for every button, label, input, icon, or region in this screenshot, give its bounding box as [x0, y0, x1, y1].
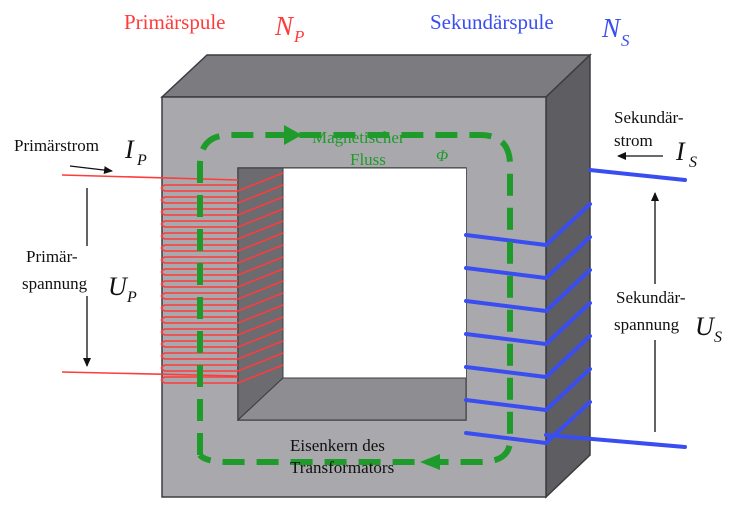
primary-voltage-label-1: Primär- — [26, 247, 78, 266]
secondary-current-label-2: strom — [614, 131, 653, 150]
flux-symbol: Φ — [436, 148, 448, 165]
primary-turns-symbol: N — [274, 11, 295, 41]
primary-coil-turn — [160, 304, 284, 324]
core-top-face — [160, 54, 592, 98]
primary-voltage-sub: P — [126, 289, 137, 306]
secondary-coil-turn — [464, 235, 592, 281]
primary-coil-turn — [160, 220, 284, 240]
secondary-coil-turn — [464, 301, 592, 347]
secondary-coil-turn — [464, 334, 592, 380]
primary-coil-turn — [160, 352, 284, 372]
core-inner-bottom-wall — [236, 377, 467, 421]
primary-voltage-symbol: U — [108, 272, 129, 301]
primary-coil-turn — [160, 316, 284, 336]
secondary-turns-sub: S — [621, 31, 630, 50]
secondary-voltage-sub: S — [714, 329, 722, 346]
secondary-coil-turn — [464, 202, 592, 248]
primary-coil-turn — [160, 196, 284, 216]
flux-path — [197, 125, 513, 470]
primary-coil-turn — [160, 280, 284, 300]
primary-coil-turn — [160, 232, 284, 252]
secondary-current-sub: S — [689, 154, 697, 171]
secondary-current-symbol: I — [675, 137, 686, 166]
secondary-lead-top — [588, 168, 687, 182]
primary-coil-label: Primärspule — [124, 10, 225, 34]
primary-coil — [61, 172, 284, 384]
core-label-2: Transformators — [290, 458, 394, 477]
primary-voltage-label-2: spannung — [22, 274, 88, 293]
primary-coil-turn — [160, 292, 284, 312]
primary-coil-turn — [160, 184, 284, 204]
flux-label-1: Magnetischer — [312, 128, 405, 147]
primary-current-label: Primärstrom — [14, 136, 99, 155]
secondary-coil-turn — [464, 400, 592, 446]
flux-arrow-top — [284, 125, 302, 145]
primary-lead-top — [61, 174, 239, 181]
primary-current-symbol: I — [124, 135, 135, 164]
primary-coil-turn — [160, 328, 284, 348]
primary-voltage-label-bg — [22, 246, 160, 296]
secondary-coil-turn — [464, 367, 592, 413]
primary-turns-sub: P — [293, 27, 304, 46]
primary-coil-turn — [160, 364, 284, 384]
flux-loop — [197, 132, 513, 465]
flux-label-2: Fluss — [350, 150, 386, 169]
secondary-voltage-label-2: spannung — [614, 315, 680, 334]
primary-coil-turn — [160, 256, 284, 276]
primary-lead-bottom — [61, 371, 239, 377]
core-window — [238, 168, 466, 420]
primary-coil-turn — [160, 340, 284, 360]
primary-coil-turn — [160, 208, 284, 228]
primary-current-sub: P — [136, 152, 147, 169]
secondary-coil — [464, 168, 687, 449]
secondary-coil-label: Sekundärspule — [430, 10, 554, 34]
secondary-voltage-label-bg — [612, 284, 732, 340]
secondary-voltage-symbol: U — [695, 312, 716, 341]
flux-arrow-bottom — [420, 454, 440, 470]
primary-coil-turn — [160, 244, 284, 264]
core-label-1: Eisenkern des — [290, 436, 385, 455]
secondary-lead-bottom — [544, 433, 687, 449]
primary-current-arrow — [69, 165, 113, 175]
secondary-turns-symbol: N — [601, 13, 622, 43]
primary-coil-turn — [160, 172, 284, 192]
secondary-voltage-label-1: Sekundär- — [616, 288, 686, 307]
primary-coil-turn — [160, 268, 284, 288]
secondary-current-label-1: Sekundär- — [614, 108, 684, 127]
secondary-coil-turn — [464, 268, 592, 314]
